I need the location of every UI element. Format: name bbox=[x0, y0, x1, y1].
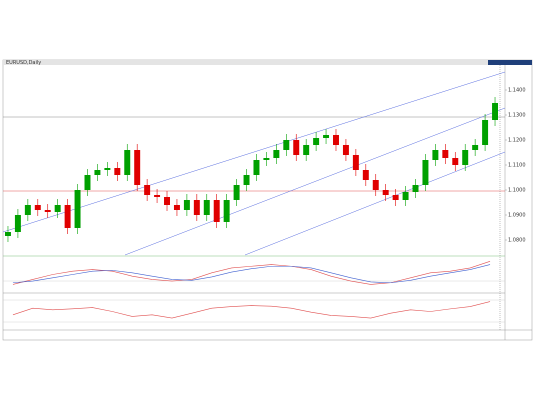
y-tick-label: 1.1100 bbox=[508, 163, 526, 169]
candle-body bbox=[164, 197, 170, 205]
chart-title: EURUSD,Daily bbox=[6, 60, 41, 66]
candle-body bbox=[94, 170, 101, 175]
y-tick-label: 1.0800 bbox=[508, 238, 526, 244]
candle-body bbox=[402, 192, 409, 200]
candle-body bbox=[14, 215, 21, 232]
y-tick-label: 1.1300 bbox=[508, 113, 526, 119]
candle-body bbox=[203, 200, 210, 215]
channel-line bbox=[124, 107, 506, 256]
candle-body bbox=[342, 145, 349, 155]
candle-body bbox=[333, 135, 339, 145]
candle-body bbox=[472, 145, 479, 150]
candle-body bbox=[154, 195, 161, 197]
candle-body bbox=[452, 158, 459, 165]
candle-body bbox=[54, 205, 61, 212]
candle-body bbox=[352, 155, 359, 170]
y-tick-label: 1.1200 bbox=[508, 138, 526, 144]
candle-body bbox=[74, 190, 81, 228]
candle-body bbox=[4, 232, 11, 236]
candle-body bbox=[392, 195, 399, 200]
candle-body bbox=[24, 205, 31, 215]
candle-body bbox=[462, 150, 469, 165]
candle-body bbox=[233, 185, 240, 200]
candle-body bbox=[492, 103, 499, 120]
candle-body bbox=[303, 145, 310, 155]
candle-body bbox=[243, 175, 250, 185]
candle-body bbox=[323, 135, 330, 138]
candle-body bbox=[422, 160, 429, 185]
candle-body bbox=[173, 205, 180, 210]
candle-body bbox=[283, 140, 290, 150]
indicator-line bbox=[12, 301, 491, 319]
y-tick-label: 1.1400 bbox=[508, 88, 526, 94]
candle-body bbox=[273, 150, 280, 158]
candle-body bbox=[124, 150, 131, 175]
candle-body bbox=[263, 158, 270, 160]
candle-body bbox=[144, 185, 151, 195]
channel-line bbox=[2, 71, 506, 233]
candle-body bbox=[183, 200, 190, 210]
y-tick-label: 1.1000 bbox=[508, 188, 526, 194]
y-tick-label: 1.0900 bbox=[508, 213, 526, 219]
indicator-line bbox=[12, 261, 491, 285]
candle-body bbox=[253, 160, 260, 175]
candle-body bbox=[293, 140, 300, 155]
candle-body bbox=[412, 185, 419, 192]
candle-body bbox=[84, 175, 91, 190]
candle-body bbox=[362, 170, 369, 180]
toolbar bbox=[3, 60, 532, 65]
candle-body bbox=[432, 150, 439, 160]
candle-body bbox=[193, 200, 200, 215]
candle-body bbox=[223, 200, 230, 222]
candle-body bbox=[44, 210, 51, 212]
candle-body bbox=[442, 150, 449, 158]
channel-line bbox=[244, 151, 506, 256]
toolbar-badge bbox=[488, 60, 532, 65]
candle-body bbox=[372, 180, 379, 190]
candle-body bbox=[213, 200, 220, 222]
candle-body bbox=[134, 150, 141, 185]
candle-body bbox=[313, 138, 320, 145]
candle-body bbox=[114, 168, 121, 175]
candle-body bbox=[482, 120, 489, 145]
indicator-line bbox=[12, 264, 491, 284]
candle-body bbox=[34, 205, 41, 210]
candle-body bbox=[104, 168, 111, 170]
candle-body bbox=[64, 205, 71, 228]
candle-body bbox=[382, 190, 389, 195]
